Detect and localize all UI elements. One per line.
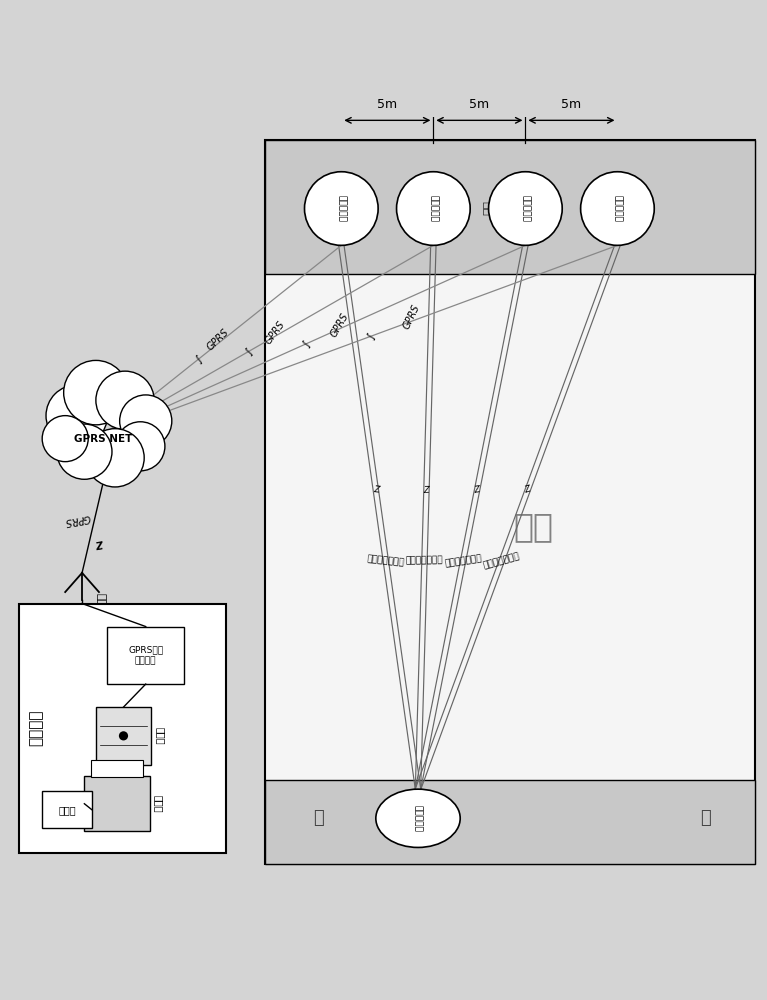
Text: Z̈: Z̈ <box>524 485 532 495</box>
Text: Z: Z <box>96 537 105 548</box>
Circle shape <box>42 416 88 462</box>
Bar <box>265 140 755 274</box>
Text: ∫: ∫ <box>365 332 377 341</box>
Text: 服务器: 服务器 <box>155 727 165 745</box>
Text: 大屏幕: 大屏幕 <box>58 805 76 815</box>
Text: 信号发射端: 信号发射端 <box>413 805 423 832</box>
Text: GPRS: GPRS <box>263 319 287 346</box>
Text: Z̈: Z̈ <box>473 485 481 495</box>
Text: 田: 田 <box>313 809 324 827</box>
Text: 信号接收端: 信号接收端 <box>613 195 622 222</box>
Ellipse shape <box>489 172 562 245</box>
Text: GPRS: GPRS <box>205 327 231 353</box>
Circle shape <box>46 385 107 446</box>
Text: 田埃: 田埃 <box>481 201 493 216</box>
Ellipse shape <box>581 172 654 245</box>
Circle shape <box>64 360 128 425</box>
Ellipse shape <box>304 172 378 245</box>
Text: 5m: 5m <box>469 98 489 111</box>
Text: GPRS: GPRS <box>64 512 91 526</box>
Text: 无线电磁波信号: 无线电磁波信号 <box>482 551 521 570</box>
Circle shape <box>116 422 165 471</box>
Bar <box>265 140 755 864</box>
Text: GPRS NET: GPRS NET <box>74 434 133 444</box>
Circle shape <box>119 731 128 740</box>
Bar <box>91 760 143 777</box>
Text: 农田: 农田 <box>513 510 553 543</box>
Text: 5m: 5m <box>377 98 397 111</box>
Text: GPRS无线
数据终端: GPRS无线 数据终端 <box>128 645 163 665</box>
Text: 无线电磁波信号: 无线电磁波信号 <box>406 556 443 566</box>
Text: 信号接收端: 信号接收端 <box>337 195 346 222</box>
Text: GPRS: GPRS <box>329 311 351 339</box>
Text: 无线电磁波信号: 无线电磁波信号 <box>367 554 405 567</box>
Text: 5m: 5m <box>561 98 581 111</box>
Text: 天线: 天线 <box>96 593 106 606</box>
Bar <box>107 627 184 684</box>
Bar <box>84 776 150 831</box>
Ellipse shape <box>376 789 460 847</box>
Text: Z̈: Z̈ <box>423 486 430 495</box>
Text: Z̈: Z̈ <box>373 485 379 495</box>
Bar <box>42 791 92 828</box>
Text: 信号接收端: 信号接收端 <box>429 195 438 222</box>
Circle shape <box>57 424 112 479</box>
Bar <box>19 604 226 853</box>
Text: ∫: ∫ <box>243 346 255 357</box>
Text: 打印机: 打印机 <box>153 795 163 813</box>
Text: ∫: ∫ <box>193 353 204 365</box>
Text: 埃: 埃 <box>700 809 711 827</box>
Circle shape <box>96 371 154 429</box>
Text: ∫: ∫ <box>300 339 312 349</box>
Circle shape <box>120 395 172 447</box>
Text: 监测中心: 监测中心 <box>28 710 44 746</box>
Circle shape <box>86 429 144 487</box>
Bar <box>96 707 151 765</box>
Text: 信号接收端: 信号接收端 <box>521 195 530 222</box>
Text: 无线电磁波信号: 无线电磁波信号 <box>444 553 482 568</box>
Bar <box>265 780 755 864</box>
Text: GPRS: GPRS <box>402 303 422 331</box>
Ellipse shape <box>397 172 470 245</box>
